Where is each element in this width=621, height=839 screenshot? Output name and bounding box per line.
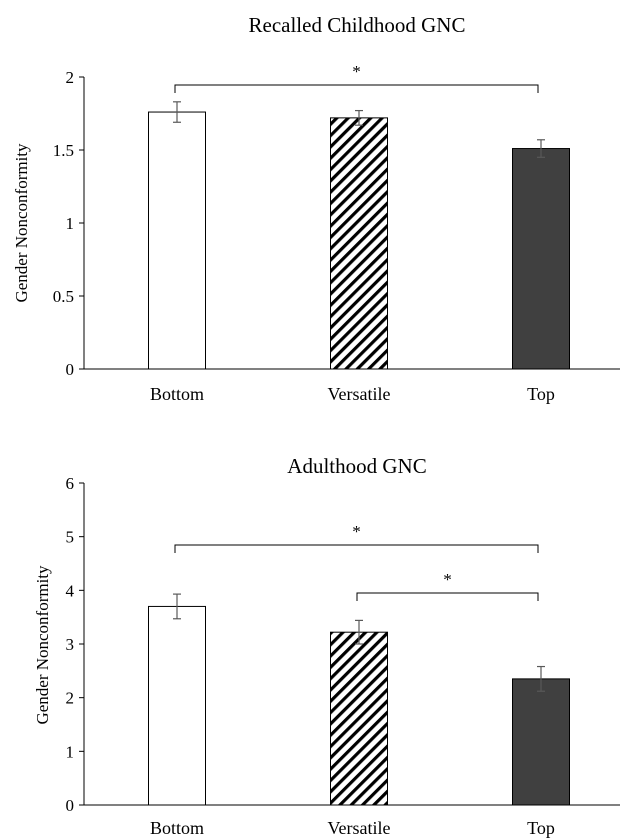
- y-tick-label: 0: [66, 796, 75, 815]
- bars: [148, 101, 570, 370]
- significance-bracket: [174, 84, 539, 93]
- x-axis: Bottom Versatile Top: [150, 818, 555, 838]
- y-tick-label: 2: [66, 68, 75, 87]
- x-axis: Bottom Versatile Top: [150, 384, 555, 404]
- y-tick-label: 6: [66, 474, 75, 493]
- y-tick-label: 2: [66, 689, 75, 708]
- bar-top: [512, 678, 570, 806]
- category-label: Top: [527, 384, 555, 404]
- chart-adulthood-gnc: Adulthood GNC Gender Nonconformity 0 1 2 3 4…: [33, 454, 620, 838]
- category-label: Bottom: [150, 384, 204, 404]
- bars: [148, 593, 570, 806]
- significance-marker: *: [443, 570, 452, 589]
- category-label: Bottom: [150, 818, 204, 838]
- significance-brackets: *: [174, 62, 539, 93]
- y-tick-label: 0: [66, 360, 75, 379]
- y-tick-label: 5: [66, 528, 75, 547]
- chart-title: Adulthood GNC: [287, 454, 426, 478]
- significance-bracket: [174, 544, 539, 553]
- significance-marker: *: [352, 62, 361, 81]
- significance-bracket: [356, 592, 539, 601]
- y-tick-label: 1: [66, 214, 75, 233]
- bar-top: [512, 148, 570, 370]
- y-tick-label: 0.5: [53, 287, 74, 306]
- y-tick-label: 1.5: [53, 141, 74, 160]
- category-label: Versatile: [328, 818, 391, 838]
- significance-brackets: **: [174, 522, 539, 601]
- y-axis-label: Gender Nonconformity: [33, 565, 52, 725]
- bar-versatile: [330, 631, 388, 806]
- significance-marker: *: [352, 522, 361, 541]
- y-axis-label: Gender Nonconformity: [12, 143, 31, 303]
- bar-versatile: [330, 117, 388, 370]
- y-tick-label: 3: [66, 635, 75, 654]
- chart-childhood-gnc: Recalled Childhood GNC Gender Nonconform…: [12, 13, 620, 404]
- category-label: Versatile: [328, 384, 391, 404]
- bar-bottom: [148, 111, 206, 370]
- chart-title: Recalled Childhood GNC: [249, 13, 466, 37]
- y-tick-label: 4: [66, 581, 75, 600]
- category-label: Top: [527, 818, 555, 838]
- bar-bottom: [148, 605, 206, 806]
- y-tick-label: 1: [66, 742, 75, 761]
